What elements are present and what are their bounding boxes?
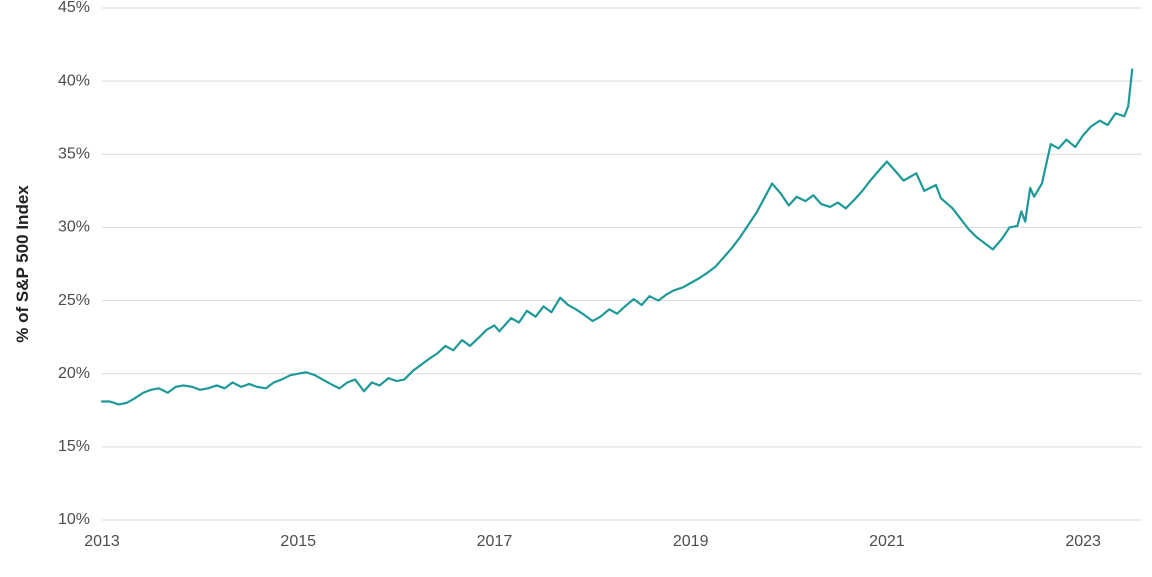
y-tick-label: 25% <box>58 292 90 309</box>
y-tick-label: 30% <box>58 219 90 236</box>
x-tick-label: 2019 <box>673 533 709 550</box>
x-tick-label: 2023 <box>1065 533 1101 550</box>
y-tick-label: 15% <box>58 438 90 455</box>
y-axis-title: % of S&P 500 Index <box>13 185 32 343</box>
chart-svg: 10% 15% 20% 25% 30% 35% 40% 45% 2013 2015 2017 2019… <box>0 0 1152 577</box>
x-tick-label: 2021 <box>869 533 905 550</box>
x-tick-label: 2013 <box>84 533 120 550</box>
y-tick-label: 35% <box>58 146 90 163</box>
y-tick-label: 20% <box>58 365 90 382</box>
x-tick-label: 2015 <box>280 533 316 550</box>
y-tick-label: 45% <box>58 0 90 16</box>
line-chart: 10% 15% 20% 25% 30% 35% 40% 45% 2013 2015 2017 2019… <box>0 0 1152 577</box>
y-tick-label: 10% <box>58 511 90 528</box>
y-tick-label: 40% <box>58 72 90 89</box>
x-tick-label: 2017 <box>477 533 513 550</box>
